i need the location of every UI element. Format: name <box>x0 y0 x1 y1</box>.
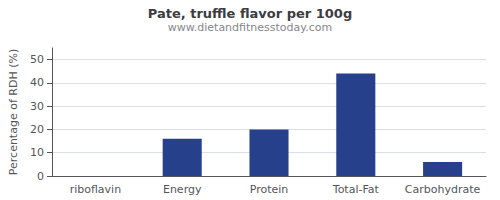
svg-text:30: 30 <box>30 100 44 113</box>
svg-text:www.dietandfitnesstoday.com: www.dietandfitnesstoday.com <box>168 21 332 34</box>
svg-text:Energy: Energy <box>163 183 202 196</box>
svg-text:riboflavin: riboflavin <box>70 183 122 196</box>
svg-text:Pate, truffle flavor per 100g: Pate, truffle flavor per 100g <box>148 6 352 21</box>
svg-text:Carbohydrate: Carbohydrate <box>405 183 481 196</box>
svg-text:Percentage of RDH (%): Percentage of RDH (%) <box>7 49 20 175</box>
svg-text:Protein: Protein <box>250 183 289 196</box>
svg-text:20: 20 <box>30 123 44 136</box>
svg-text:50: 50 <box>30 53 44 66</box>
svg-text:Total-Fat: Total-Fat <box>332 183 380 196</box>
svg-text:10: 10 <box>30 146 44 159</box>
svg-text:0: 0 <box>37 170 44 183</box>
svg-text:40: 40 <box>30 76 44 89</box>
